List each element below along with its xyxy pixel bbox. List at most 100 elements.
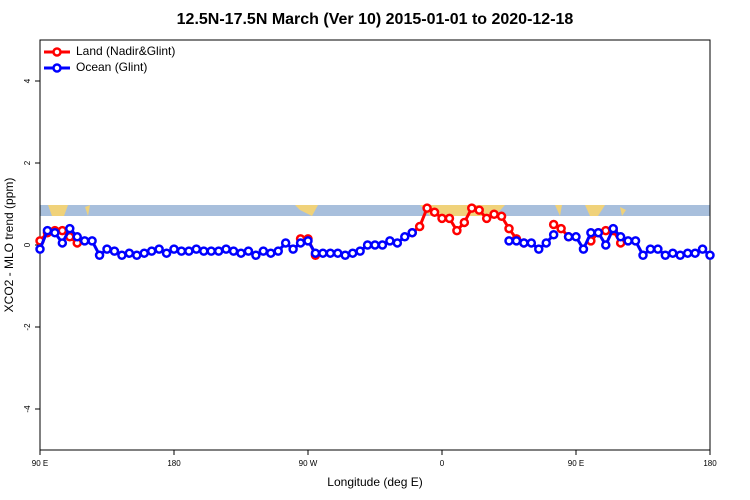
map-strip — [40, 205, 710, 216]
data-point — [50, 227, 60, 238]
y-tick-label: -2 — [23, 323, 32, 331]
data-point — [109, 246, 120, 256]
data-point — [161, 248, 172, 258]
data-point — [228, 246, 239, 256]
data-point — [385, 236, 395, 246]
data-point — [146, 246, 157, 256]
data-point — [548, 219, 559, 230]
data-point — [548, 230, 559, 240]
data-point — [571, 232, 581, 242]
data-point — [556, 223, 566, 234]
data-point — [601, 240, 611, 250]
legend-marker — [52, 63, 62, 73]
data-point — [601, 225, 611, 236]
x-tick-label: 90 E — [568, 459, 584, 468]
data-point — [668, 248, 678, 258]
data-point — [481, 213, 492, 224]
data-point — [243, 246, 254, 256]
data-point — [124, 248, 135, 258]
data-point — [407, 227, 417, 238]
data-point — [705, 250, 715, 260]
data-point — [310, 248, 321, 258]
data-point — [414, 221, 425, 232]
data-point — [154, 244, 164, 254]
data-point — [392, 238, 403, 248]
x-tick-label: 90 W — [299, 459, 318, 468]
y-tick-label: 2 — [23, 160, 32, 165]
data-point — [213, 246, 224, 256]
data-point — [467, 203, 477, 213]
data-point — [42, 225, 53, 236]
data-point — [615, 232, 626, 242]
data-point — [94, 250, 105, 260]
data-point — [79, 236, 90, 246]
data-point — [541, 238, 551, 248]
legend-label: Land (Nadir&Glint) — [76, 44, 175, 58]
data-point — [117, 250, 127, 260]
data-point — [504, 236, 514, 246]
data-point — [176, 246, 187, 256]
data-point — [273, 246, 283, 256]
data-point — [660, 250, 671, 260]
data-point — [318, 248, 328, 258]
data-point — [333, 248, 343, 258]
data-point — [184, 246, 194, 256]
data-point — [459, 217, 470, 228]
data-point — [623, 236, 633, 246]
data-point — [593, 227, 604, 238]
data-point — [362, 240, 373, 250]
data-point — [258, 246, 269, 256]
data-point — [422, 203, 432, 213]
data-point — [690, 248, 700, 258]
data-point — [347, 248, 358, 258]
data-point — [236, 248, 246, 258]
data-point — [191, 244, 202, 254]
y-tick-label: 0 — [23, 242, 32, 247]
data-point — [608, 223, 618, 234]
data-point — [586, 227, 596, 238]
legend-label: Ocean (Glint) — [76, 60, 147, 74]
data-point — [132, 250, 142, 260]
data-point — [57, 225, 68, 236]
data-point — [675, 250, 685, 260]
data-point — [526, 238, 537, 248]
data-point — [266, 248, 276, 258]
data-point — [72, 232, 82, 242]
x-tick-label: 90 E — [32, 459, 48, 468]
data-point — [251, 250, 261, 260]
data-point — [65, 223, 75, 234]
data-point — [519, 238, 529, 248]
data-point — [87, 236, 97, 246]
data-point — [355, 246, 365, 256]
x-tick-label: 0 — [440, 459, 445, 468]
data-point — [437, 213, 447, 224]
data-point — [221, 244, 231, 254]
data-point — [35, 244, 45, 254]
chart-title: 12.5N-17.5N March (Ver 10) 2015-01-01 to… — [177, 11, 574, 28]
data-point — [340, 250, 350, 260]
data-point — [139, 248, 149, 258]
map-ocean — [40, 205, 710, 216]
data-point — [444, 213, 455, 224]
data-point — [682, 248, 693, 258]
data-point — [206, 246, 216, 256]
data-point — [578, 244, 589, 254]
data-point — [653, 244, 663, 254]
data-point — [102, 244, 112, 254]
data-point — [429, 207, 440, 217]
data-point — [645, 244, 656, 254]
data-point — [511, 236, 522, 246]
data-point — [280, 238, 291, 248]
y-axis-label: XCO2 - MLO trend (ppm) — [2, 178, 16, 313]
data-point — [377, 240, 388, 250]
data-point — [370, 240, 380, 250]
data-point — [563, 232, 574, 242]
data-point — [303, 236, 313, 246]
data-point — [630, 236, 641, 246]
data-point — [489, 209, 499, 219]
legend-marker — [52, 47, 62, 57]
data-point — [169, 244, 179, 254]
data-point — [504, 223, 514, 234]
data-point — [295, 238, 306, 248]
